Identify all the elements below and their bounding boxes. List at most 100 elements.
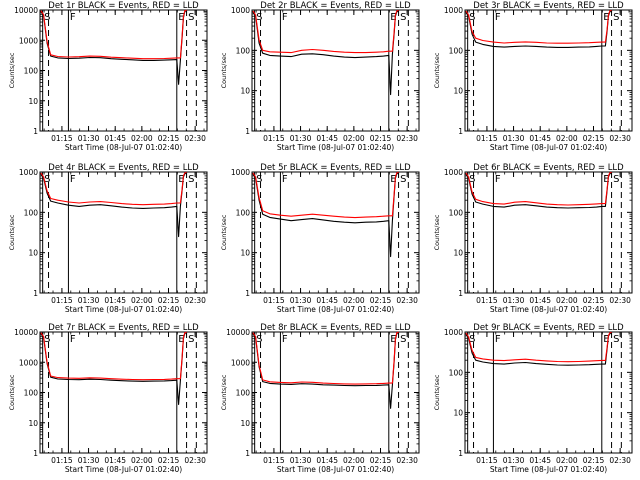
marker-label: S	[188, 12, 194, 23]
y-tick-label: 10	[453, 87, 463, 96]
y-tick-label: 1000	[231, 358, 250, 367]
chart-panel-8: Det 8r BLACK = Events, RED = LLD 1 10 100 10…	[220, 323, 420, 474]
chart-panel-1: Det 1r BLACK = Events, RED = LLD 1 10 100 10…	[8, 1, 208, 152]
chart-panel-9: Det 9r BLACK = Events, RED = LLD 1 10 100 10…	[433, 323, 633, 474]
x-tick-label: 02:00	[131, 134, 153, 143]
x-tick-label: 02:00	[131, 296, 153, 305]
y-axis-label: Counts/sec	[8, 52, 16, 88]
chart-panel-5: Det 5r BLACK = Events, RED = LLD 1 10 100 10…	[220, 163, 420, 314]
marker-label: E	[390, 174, 396, 185]
y-axis-label: Counts/sec	[220, 374, 228, 410]
x-tick-label: 01:45	[316, 134, 338, 143]
x-tick-label: 02:30	[609, 134, 631, 143]
y-axis-label: Counts/sec	[433, 52, 441, 88]
series-line-events	[252, 10, 399, 96]
y-tick-label: 1000	[444, 328, 463, 337]
x-tick-label: 01:30	[78, 134, 100, 143]
marker-label: E	[603, 12, 609, 23]
plot-frame	[39, 331, 208, 454]
y-tick-label: 10	[240, 419, 250, 428]
chart-title: Det 4r BLACK = Events, RED = LLD	[48, 163, 199, 173]
x-tick-label: 01:30	[503, 456, 525, 465]
y-axis-label: Counts/sec	[8, 374, 16, 410]
marker-label: F	[70, 334, 76, 345]
x-tick-label: 02:30	[184, 134, 206, 143]
y-axis-label: Counts/sec	[220, 52, 228, 88]
x-tick-label: 01:15	[51, 296, 73, 305]
x-tick-label: 01:45	[104, 456, 126, 465]
y-tick-label: 100	[24, 67, 39, 76]
marker-label: S	[469, 12, 475, 23]
x-tick-label: 02:00	[556, 456, 578, 465]
x-tick-label: 02:30	[396, 296, 418, 305]
plot-frame	[251, 331, 420, 454]
x-tick-label: 01:15	[476, 134, 498, 143]
y-tick-label: 100	[236, 208, 251, 217]
chart-title: Det 2r BLACK = Events, RED = LLD	[260, 1, 411, 11]
y-tick-label: 100	[449, 368, 464, 377]
marker-label: F	[282, 12, 288, 23]
x-tick-label: 02:30	[184, 296, 206, 305]
x-tick-label: 01:30	[290, 456, 312, 465]
x-tick-label: 01:30	[290, 296, 312, 305]
marker-label: S	[613, 334, 619, 345]
y-tick-label: 1000	[231, 6, 250, 15]
y-tick-label: 10	[28, 97, 38, 106]
plot-frame	[464, 9, 633, 132]
series-line-lld	[252, 331, 399, 385]
y-tick-label: 1	[245, 127, 250, 136]
x-tick-label: 01:45	[104, 134, 126, 143]
x-tick-label: 02:30	[184, 456, 206, 465]
marker-label: S	[44, 12, 50, 23]
y-tick-label: 1	[245, 289, 250, 298]
x-tick-label: 01:30	[503, 296, 525, 305]
x-tick-label: 01:15	[51, 134, 73, 143]
x-tick-label: 01:15	[51, 456, 73, 465]
marker-label: S	[44, 334, 50, 345]
marker-label: S	[469, 174, 475, 185]
y-tick-label: 10000	[226, 328, 250, 337]
series-line-lld	[252, 9, 399, 54]
marker-label: E	[390, 12, 396, 23]
marker-label: S	[400, 174, 406, 185]
marker-label: S	[188, 334, 194, 345]
marker-label: F	[70, 12, 76, 23]
y-tick-label: 1000	[19, 168, 38, 177]
y-tick-label: 10000	[14, 328, 38, 337]
y-axis-label: Counts/sec	[433, 214, 441, 250]
chart-title: Det 8r BLACK = Events, RED = LLD	[260, 323, 411, 333]
y-tick-label: 1	[33, 127, 38, 136]
y-tick-label: 1000	[19, 36, 38, 45]
x-tick-label: 01:15	[263, 296, 285, 305]
x-tick-label: 01:15	[263, 456, 285, 465]
y-tick-label: 1	[33, 289, 38, 298]
y-axis-label: Counts/sec	[8, 214, 16, 250]
series-line-lld	[40, 9, 187, 60]
x-tick-label: 02:15	[583, 296, 605, 305]
y-tick-label: 1000	[444, 6, 463, 15]
y-tick-label: 100	[24, 208, 39, 217]
marker-label: E	[603, 334, 609, 345]
x-tick-label: 02:30	[609, 296, 631, 305]
y-tick-label: 1	[458, 127, 463, 136]
y-tick-label: 100	[449, 46, 464, 55]
marker-label: F	[495, 12, 501, 23]
plot-frame	[39, 171, 208, 294]
y-tick-label: 1	[33, 449, 38, 458]
chart-panel-3: Det 3r BLACK = Events, RED = LLD 1 10 100 10…	[433, 1, 633, 152]
y-tick-label: 1000	[231, 168, 250, 177]
series-line-lld	[40, 171, 187, 206]
x-tick-label: 01:45	[529, 456, 551, 465]
y-tick-label: 10	[240, 249, 250, 258]
chart-title: Det 6r BLACK = Events, RED = LLD	[473, 163, 624, 173]
series-line-lld	[252, 171, 399, 219]
x-axis-label: Start Time (08-Jul-07 01:02:40)	[65, 143, 182, 152]
marker-label: S	[44, 174, 50, 185]
y-tick-label: 10	[28, 419, 38, 428]
y-tick-label: 10	[453, 409, 463, 418]
x-tick-label: 01:30	[503, 134, 525, 143]
y-tick-label: 100	[24, 389, 39, 398]
marker-label: F	[70, 174, 76, 185]
plot-frame	[39, 9, 208, 132]
y-tick-label: 1	[245, 449, 250, 458]
